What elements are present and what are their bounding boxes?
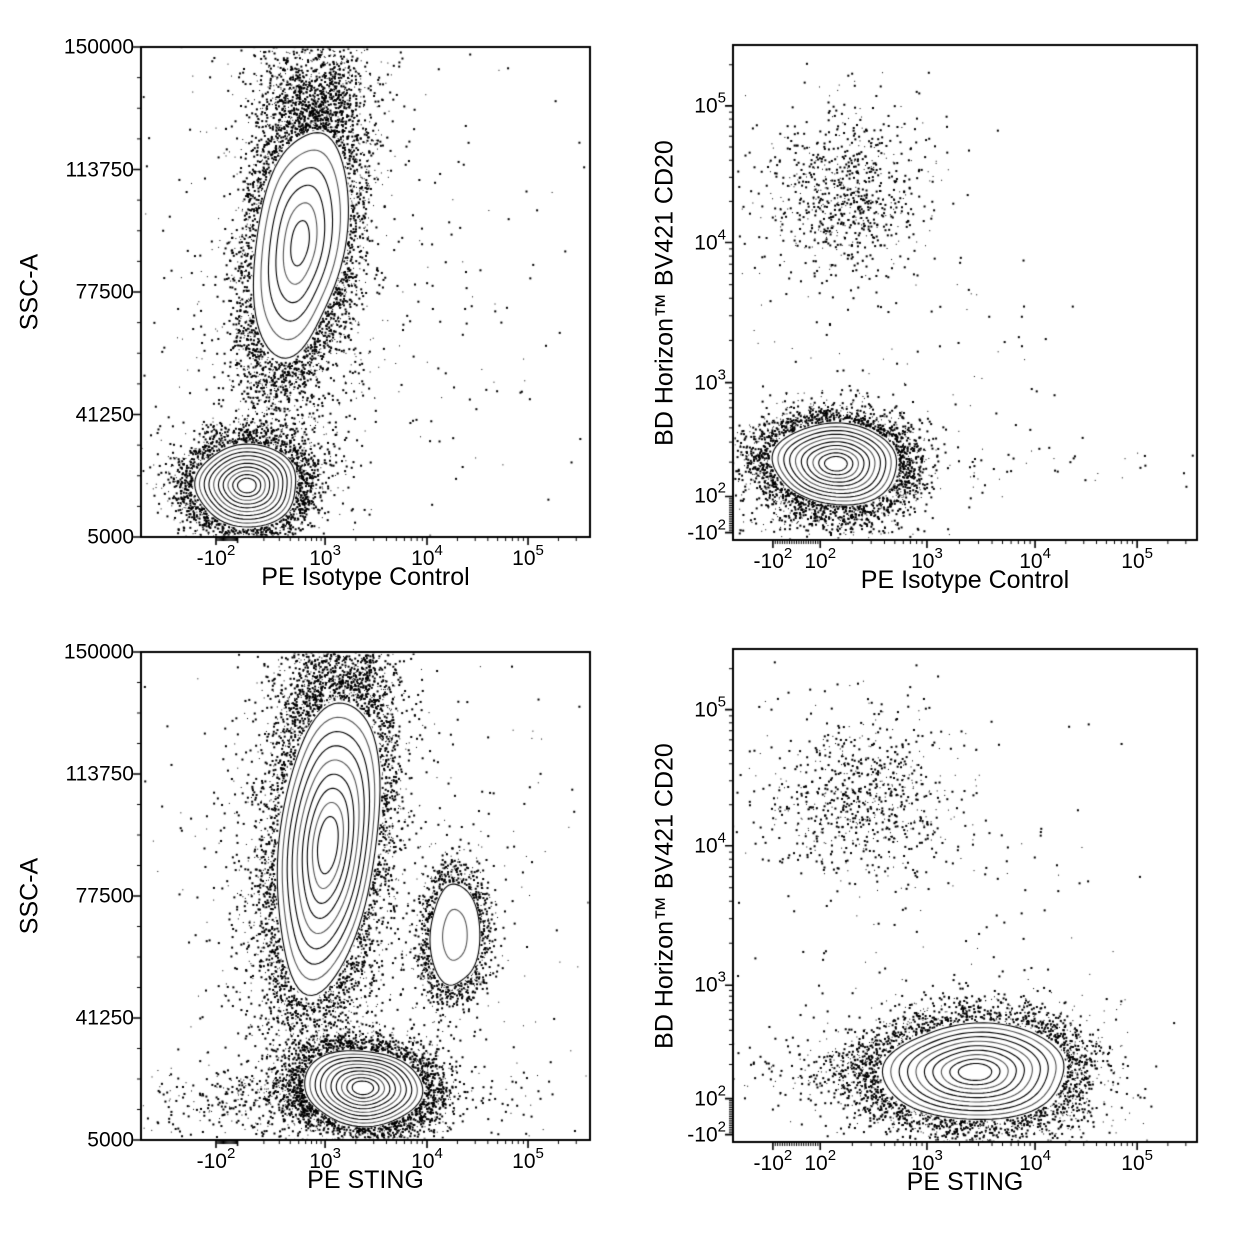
y-axis-label-bv421-cd20: BD Horizon™ BV421 CD20 [650,139,679,446]
y-tick-label: 104 [694,226,726,254]
y-tick-label: 113750 [65,158,134,181]
x-tick-label: 104 [411,1145,443,1173]
y-tick-label: 102 [694,1082,726,1111]
x-tick-label: 104 [1019,1147,1051,1175]
y-axis-label-ssc-a: SSC-A [15,253,44,331]
x-axis-label-pe-isotype-control: PE Isotype Control [860,566,1070,594]
x-tick-label: 103 [309,542,341,570]
y-tick-label: 150000 [63,640,134,664]
x-axis-label-pe-sting: PE STING [307,1166,424,1194]
x-axis-label-pe-sting: PE STING [906,1168,1024,1196]
y-tick-label: 103 [694,366,726,395]
x-tick-label: -102 [753,1147,793,1175]
y-tick-label: 5000 [87,1128,134,1152]
y-tick-label: 113750 [65,762,134,786]
x-tick-label: -102 [196,542,236,570]
y-tick-label: 77500 [75,884,134,908]
x-tick-label: 103 [911,545,943,573]
y-tick-label: 41250 [75,1006,134,1030]
y-tick-label: 150000 [63,35,134,59]
x-tick-label: 103 [911,1147,943,1175]
x-tick-label: 105 [1121,545,1153,573]
y-tick-label: 105 [694,89,726,118]
x-tick-label: 102 [804,1147,837,1175]
y-tick-label: -102 [687,1118,726,1147]
y-tick-label: 77500 [75,280,134,304]
x-tick-label: 102 [804,545,837,573]
x-tick-label: 105 [512,1145,544,1173]
y-tick-label: 103 [694,968,726,997]
y-tick-label: 5000 [87,525,134,549]
y-axis-label-bv421-cd20: BD Horizon™ BV421 CD20 [650,742,679,1049]
x-tick-label: 104 [411,542,443,570]
y-tick-label: -102 [687,516,726,545]
x-tick-label: 103 [309,1145,341,1173]
x-tick-label: 105 [512,542,544,570]
x-tick-label: -102 [753,545,793,573]
x-axis-label-pe-isotype-control: PE Isotype Control [261,563,470,591]
y-axis-label-ssc-a: SSC-A [15,857,44,935]
y-tick-label: 41250 [75,403,134,426]
x-tick-label: 104 [1019,545,1051,573]
x-tick-label: -102 [196,1145,236,1173]
y-tick-label: 104 [694,829,726,858]
x-tick-label: 105 [1121,1147,1153,1175]
y-tick-label: 105 [694,693,726,722]
y-tick-label: 102 [694,479,726,508]
